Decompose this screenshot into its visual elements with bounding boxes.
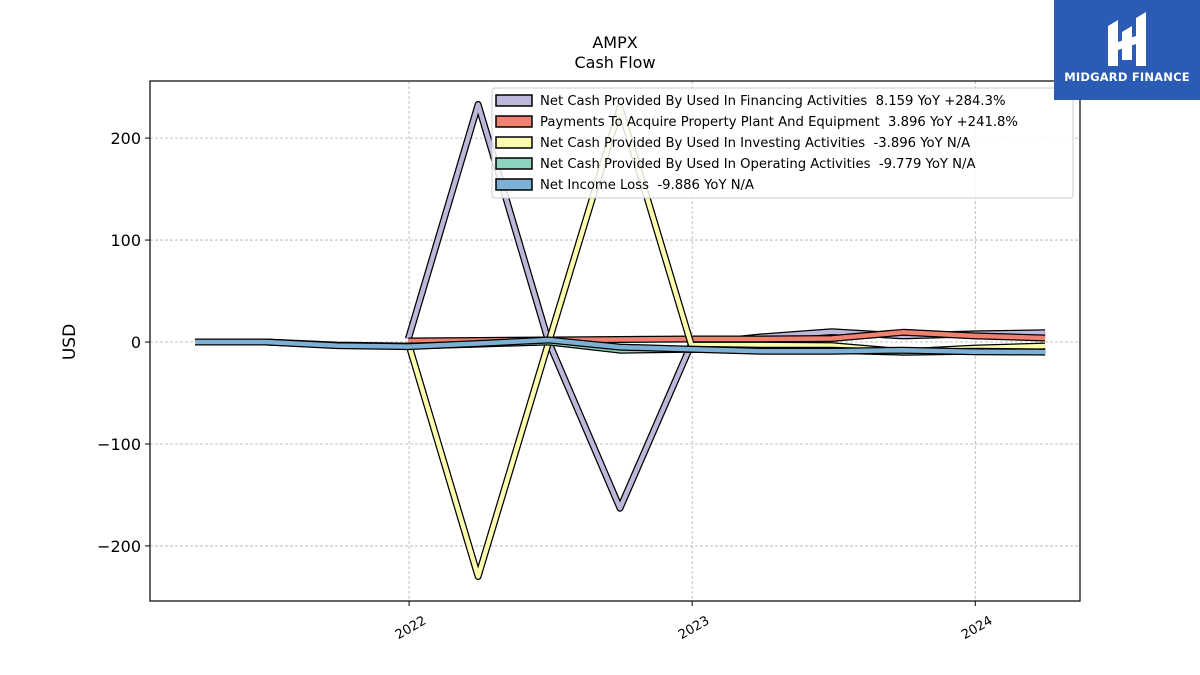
logo-text: MIDGARD FINANCE bbox=[1064, 70, 1190, 84]
legend-swatch bbox=[495, 178, 533, 191]
chart-subtitle: Cash Flow bbox=[574, 53, 655, 72]
x-tick-label: 2023 bbox=[676, 613, 712, 643]
legend: Net Cash Provided By Used In Financing A… bbox=[491, 87, 1074, 199]
x-tick-label: 2024 bbox=[959, 613, 995, 643]
legend-swatch bbox=[495, 115, 533, 128]
y-tick-label: −200 bbox=[97, 537, 141, 556]
legend-swatch bbox=[495, 157, 533, 170]
chart-title: AMPX bbox=[592, 33, 637, 52]
legend-label: Net Cash Provided By Used In Financing A… bbox=[540, 94, 1006, 109]
legend-box bbox=[491, 87, 1074, 199]
plot-frame bbox=[149, 80, 1081, 602]
legend-label: Net Income Loss -9.886 YoY N/A bbox=[540, 178, 754, 193]
legend-label: Net Cash Provided By Used In Investing A… bbox=[540, 136, 970, 151]
legend-swatch bbox=[495, 136, 533, 149]
y-tick-label: 100 bbox=[110, 231, 141, 250]
legend-label: Payments To Acquire Property Plant And E… bbox=[540, 115, 1018, 130]
legend-label: Net Cash Provided By Used In Operating A… bbox=[540, 157, 976, 172]
y-tick-label: 200 bbox=[110, 129, 141, 148]
y-tick-label: 0 bbox=[131, 333, 141, 352]
midgard-logo-icon bbox=[1108, 12, 1146, 66]
series-layer bbox=[194, 101, 1046, 580]
y-axis-label: USD bbox=[60, 324, 80, 360]
y-tick-label: −100 bbox=[97, 435, 141, 454]
x-tick-label: 2022 bbox=[393, 613, 429, 643]
midgard-finance-logo: MIDGARD FINANCE bbox=[1054, 0, 1200, 100]
legend-swatch bbox=[495, 94, 533, 107]
